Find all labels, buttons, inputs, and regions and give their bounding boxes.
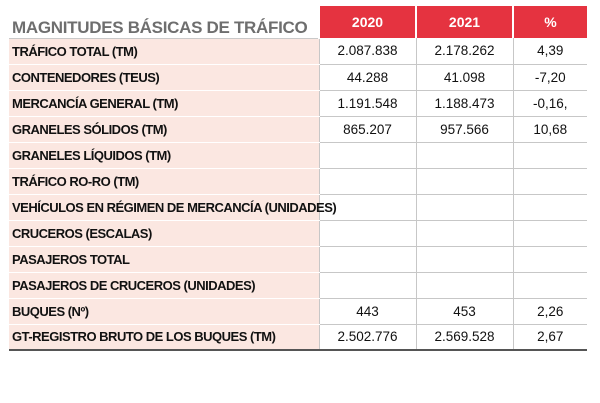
header-2020: 2020 (318, 6, 416, 38)
value-percent: 2,67 (512, 324, 587, 351)
value-percent (512, 168, 587, 195)
row-label: VEHÍCULOS EN RÉGIMEN DE MERCANCÍA (UNIDA… (9, 194, 337, 221)
table-row: GRANELES LÍQUIDOS (TM) (9, 142, 587, 169)
row-label: TRÁFICO RO-RO (TM) (9, 168, 319, 195)
table-row: GRANELES SÓLIDOS (TM) 865.207 957.566 10… (9, 116, 587, 143)
value-percent: 10,68 (512, 116, 587, 143)
value-2021 (415, 272, 513, 299)
row-label: PASAJEROS TOTAL (9, 246, 319, 273)
value-2020 (318, 168, 416, 195)
header-row: MAGNITUDES BÁSICAS DE TRÁFICO 2020 2021 … (9, 6, 587, 39)
value-2021 (415, 168, 513, 195)
value-2020: 2.087.838 (318, 38, 416, 65)
header-2021: 2021 (415, 6, 513, 38)
value-2021 (415, 246, 513, 273)
table-row: PASAJEROS DE CRUCEROS (UNIDADES) (9, 272, 587, 299)
value-2021: 41.098 (415, 64, 513, 91)
value-percent (512, 272, 587, 299)
value-2021 (415, 194, 513, 221)
value-percent: 2,26 (512, 298, 587, 325)
value-2021: 1.188.473 (415, 90, 513, 117)
row-label: GT-REGISTRO BRUTO DE LOS BUQUES (TM) (9, 324, 319, 351)
row-label: CRUCEROS (ESCALAS) (9, 220, 319, 247)
value-2020 (318, 142, 416, 169)
traffic-table-container: MAGNITUDES BÁSICAS DE TRÁFICO 2020 2021 … (9, 6, 587, 351)
traffic-table: MAGNITUDES BÁSICAS DE TRÁFICO 2020 2021 … (9, 6, 587, 351)
table-title: MAGNITUDES BÁSICAS DE TRÁFICO (9, 6, 319, 39)
value-2020: 865.207 (318, 116, 416, 143)
table-row: BUQUES (Nº) 443 453 2,26 (9, 298, 587, 325)
row-label: GRANELES LÍQUIDOS (TM) (9, 142, 319, 169)
value-percent (512, 142, 587, 169)
value-2020: 2.502.776 (318, 324, 416, 351)
value-2020 (318, 272, 416, 299)
table-row: PASAJEROS TOTAL (9, 246, 587, 273)
table-row: TRÁFICO TOTAL (TM) 2.087.838 2.178.262 4… (9, 38, 587, 65)
row-label: CONTENEDORES (TEUS) (9, 64, 319, 91)
value-percent (512, 246, 587, 273)
value-2021 (415, 142, 513, 169)
value-2020: 44.288 (318, 64, 416, 91)
value-2021: 957.566 (415, 116, 513, 143)
row-label: BUQUES (Nº) (9, 298, 319, 325)
value-2020: 443 (318, 298, 416, 325)
value-2021: 2.569.528 (415, 324, 513, 351)
value-percent: -0,16, (512, 90, 587, 117)
table-row: CRUCEROS (ESCALAS) (9, 220, 587, 247)
row-label: TRÁFICO TOTAL (TM) (9, 38, 319, 65)
value-2020 (318, 194, 416, 221)
value-percent: -7,20 (512, 64, 587, 91)
row-label: MERCANCÍA GENERAL (TM) (9, 90, 319, 117)
value-2021: 2.178.262 (415, 38, 513, 65)
value-percent: 4,39 (512, 38, 587, 65)
table-row: TRÁFICO RO-RO (TM) (9, 168, 587, 195)
value-2020 (318, 246, 416, 273)
table-row: CONTENEDORES (TEUS) 44.288 41.098 -7,20 (9, 64, 587, 91)
value-2020: 1.191.548 (318, 90, 416, 117)
value-2021 (415, 220, 513, 247)
value-percent (512, 220, 587, 247)
table-row: MERCANCÍA GENERAL (TM) 1.191.548 1.188.4… (9, 90, 587, 117)
row-label: PASAJEROS DE CRUCEROS (UNIDADES) (9, 272, 319, 299)
value-percent (512, 194, 587, 221)
value-2021: 453 (415, 298, 513, 325)
table-row: VEHÍCULOS EN RÉGIMEN DE MERCANCÍA (UNIDA… (9, 194, 587, 221)
row-label: GRANELES SÓLIDOS (TM) (9, 116, 319, 143)
header-percent: % (512, 6, 587, 38)
table-row: GT-REGISTRO BRUTO DE LOS BUQUES (TM) 2.5… (9, 324, 587, 351)
value-2020 (318, 220, 416, 247)
